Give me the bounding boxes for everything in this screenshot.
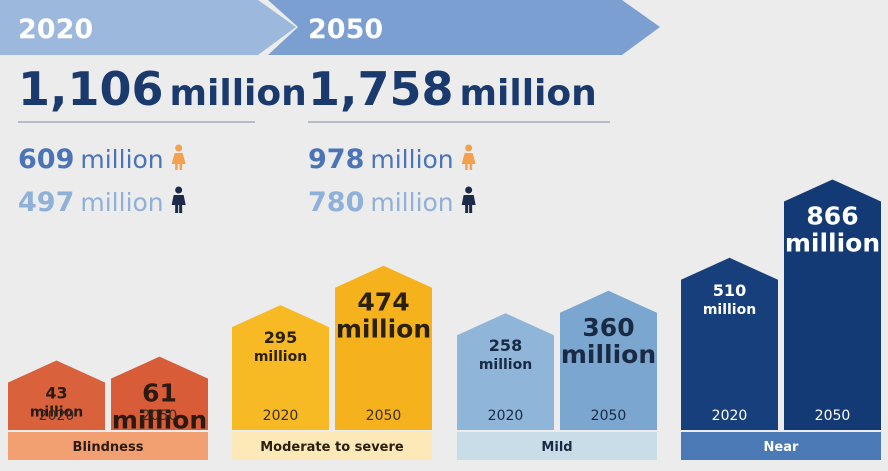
number: 978	[308, 144, 364, 175]
group-label: Moderate to severe	[260, 440, 404, 455]
bar-year: 2020	[39, 408, 75, 424]
bar-year: 2020	[263, 408, 299, 424]
bar	[232, 305, 329, 430]
bar-year: 2050	[815, 408, 851, 424]
value-label: 866	[806, 201, 858, 230]
female-icon	[461, 144, 476, 170]
group-label: Near	[764, 440, 799, 455]
male-icon	[461, 186, 476, 213]
value-label: 510	[713, 281, 746, 300]
group-band	[232, 432, 432, 460]
bar-year: 2020	[712, 408, 748, 424]
value-label: 360	[582, 313, 634, 342]
bar	[560, 290, 657, 430]
group-label: Blindness	[73, 440, 144, 455]
bar	[8, 360, 105, 430]
group-band	[681, 432, 881, 460]
value-unit: million	[336, 315, 431, 344]
unit: million	[370, 188, 453, 217]
value-unit: million	[479, 357, 532, 373]
bar	[111, 356, 208, 430]
group-band	[457, 432, 657, 460]
value-unit: million	[561, 340, 656, 369]
bar-year: 2050	[366, 408, 402, 424]
bar-year: 2020	[488, 408, 524, 424]
bar	[457, 313, 554, 430]
unit: million	[460, 73, 597, 114]
number: 780	[308, 187, 364, 218]
bar	[681, 257, 778, 430]
unit: million	[170, 73, 307, 114]
value-label: 43	[45, 384, 67, 403]
bar-year: 2050	[142, 408, 178, 424]
unit: million	[370, 145, 453, 174]
value-label: 295	[264, 328, 297, 347]
value-unit: million	[785, 228, 880, 257]
arrow-2020	[0, 0, 296, 55]
value-label: 258	[489, 336, 522, 355]
year-heading: 2020	[18, 14, 93, 45]
bar-year: 2050	[591, 408, 627, 424]
female-icon	[171, 144, 186, 170]
value-unit: million	[703, 302, 756, 318]
value-unit: million	[30, 405, 83, 421]
arrow-2050	[268, 0, 660, 55]
group-label: Mild	[541, 440, 572, 455]
number: 609	[18, 144, 74, 175]
number: 497	[18, 187, 74, 218]
number: 1,758	[308, 62, 454, 116]
male-icon	[171, 186, 186, 213]
number: 1,106	[18, 62, 164, 116]
bar	[784, 179, 881, 430]
unit: million	[80, 188, 163, 217]
value-label: 474	[357, 288, 409, 317]
year-heading: 2050	[308, 14, 383, 45]
value-unit: million	[254, 349, 307, 365]
bar	[335, 265, 432, 430]
group-band	[8, 432, 208, 460]
value-label: 61	[142, 379, 177, 408]
unit: million	[80, 145, 163, 174]
value-unit: million	[112, 406, 207, 435]
